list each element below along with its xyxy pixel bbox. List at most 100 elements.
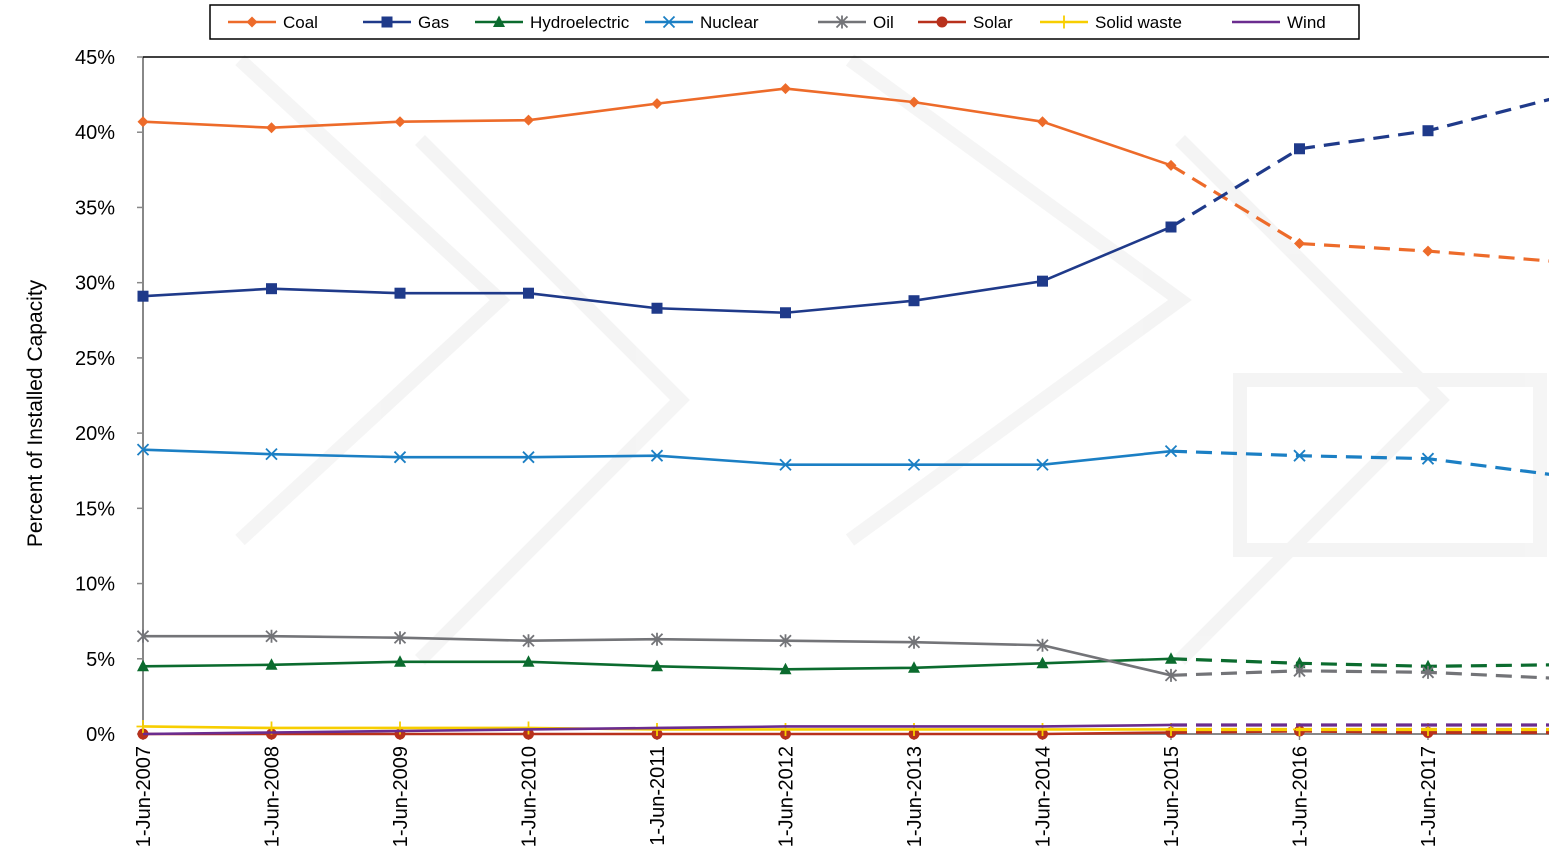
- data-point-coal: [1165, 159, 1177, 171]
- data-point-nuclear: [907, 458, 921, 471]
- axes: 0% 5% 10% 15% 20% 25% 30% 35% 40% 45% 1-Jun-2007 1-…: [24, 47, 1549, 847]
- y-tick-label: 40%: [75, 122, 115, 144]
- data-point-gas: [651, 302, 663, 314]
- x-tick-label: 1-Jun-2013: [904, 746, 926, 847]
- legend: Coal Gas Hydroelectric Nuclear Oil Solar Solid…: [209, 4, 1360, 40]
- data-point-oil: [907, 635, 921, 649]
- series-line-oil-projected: [1170, 669, 1549, 680]
- data-point-coal: [1037, 116, 1048, 128]
- legend-item-hydroelectric: Hydroelectric: [475, 13, 630, 32]
- data-point-hydroelectric: [265, 658, 278, 670]
- series-line-nuclear-projected: [1170, 449, 1549, 476]
- y-tick-label: 0%: [86, 724, 115, 746]
- data-point-solid-waste: [650, 722, 664, 736]
- data-point-hydroelectric: [651, 659, 663, 672]
- data-point-hydroelectric: [1165, 652, 1177, 664]
- legend-label: Gas: [418, 13, 449, 32]
- series-line-gas-projected: [1170, 97, 1549, 229]
- x-tick-label: 1-Jun-2011: [647, 746, 669, 846]
- data-point-nuclear: [393, 451, 407, 464]
- y-tick-label: 15%: [75, 498, 115, 520]
- x-tick-label: 1-Jun-2007: [133, 746, 155, 847]
- data-point-coal: [1294, 238, 1305, 250]
- data-point-coal: [394, 116, 406, 128]
- data-point-hydroelectric: [908, 661, 920, 673]
- legend-marker: [1057, 15, 1071, 29]
- x-tick-label: 1-Jun-2012: [776, 746, 798, 847]
- data-point-oil: [1293, 664, 1306, 678]
- data-point-coal: [137, 116, 149, 128]
- x-tick-label: 1-Jun-2016: [1290, 746, 1312, 847]
- x-tick-label: 1-Jun-2010: [519, 746, 541, 847]
- series-solid-waste: [136, 719, 1549, 736]
- series-line-hydroelectric-projected: [1170, 657, 1549, 668]
- legend-marker: [936, 16, 948, 28]
- series-layer: [136, 83, 1549, 740]
- legend-label: Solar: [973, 13, 1013, 32]
- data-point-gas: [1294, 143, 1305, 155]
- data-point-coal: [266, 122, 277, 134]
- data-point-nuclear: [1293, 449, 1306, 462]
- legend-label: Hydroelectric: [530, 13, 630, 32]
- data-point-solid-waste: [393, 721, 407, 735]
- series-line-coal-projected: [1170, 163, 1549, 263]
- background-watermark: [235, 54, 1547, 665]
- data-point-gas: [394, 287, 406, 299]
- y-tick-label: 30%: [75, 273, 115, 295]
- data-point-coal: [523, 114, 534, 126]
- data-point-solid-waste: [136, 719, 150, 733]
- legend-item-nuclear: Nuclear: [645, 13, 759, 32]
- data-point-coal: [651, 98, 663, 110]
- data-point-coal: [780, 83, 791, 95]
- data-point-gas: [523, 287, 534, 299]
- data-point-oil: [1421, 665, 1435, 679]
- data-point-nuclear: [650, 449, 664, 462]
- data-point-oil: [650, 632, 664, 646]
- data-point-hydroelectric: [1036, 656, 1049, 669]
- data-point-solid-waste: [522, 721, 535, 735]
- legend-item-solar: Solar: [918, 13, 1013, 32]
- legend-marker: [835, 15, 849, 29]
- series-line-solar-projected: [1170, 729, 1549, 735]
- data-point-oil: [522, 634, 535, 648]
- legend-marker: [493, 15, 505, 27]
- legend-item-coal: Coal: [228, 13, 318, 32]
- legend-label: Solid waste: [1095, 13, 1182, 32]
- y-tick-label: 25%: [75, 348, 115, 370]
- data-point-gas: [1165, 221, 1177, 233]
- data-point-gas: [1037, 275, 1048, 287]
- y-axis-title: Percent of Installed Capacity: [24, 279, 47, 547]
- data-point-hydroelectric: [779, 662, 792, 675]
- y-tick-label: 10%: [75, 574, 115, 596]
- data-point-oil: [265, 629, 278, 643]
- legend-label: Wind: [1287, 13, 1326, 32]
- series-coal: [137, 83, 1549, 263]
- data-point-nuclear: [522, 451, 535, 464]
- data-point-coal: [908, 96, 920, 108]
- data-point-hydroelectric: [394, 655, 406, 667]
- data-point-gas: [266, 283, 277, 295]
- data-point-gas: [908, 295, 920, 307]
- y-tick-label: 35%: [75, 197, 115, 219]
- legend-item-wind: Wind: [1232, 13, 1326, 32]
- data-point-nuclear: [1036, 458, 1049, 471]
- data-point-nuclear: [1164, 445, 1178, 458]
- data-point-oil: [393, 631, 407, 645]
- legend-label: Nuclear: [700, 13, 759, 32]
- y-tick-label: 5%: [86, 649, 115, 671]
- legend-item-solid-waste: Solid waste: [1040, 13, 1182, 32]
- x-tick-label: 1-Jun-2015: [1161, 746, 1183, 847]
- legend-label: Coal: [283, 13, 318, 32]
- series-wind: [142, 723, 1549, 736]
- data-point-nuclear: [136, 443, 150, 456]
- data-point-nuclear: [265, 448, 278, 461]
- x-tick-label: 1-Jun-2014: [1033, 746, 1055, 847]
- data-point-nuclear: [1421, 452, 1435, 465]
- data-point-hydroelectric: [137, 659, 149, 672]
- data-point-nuclear: [779, 458, 792, 471]
- data-point-gas: [137, 290, 149, 302]
- data-point-solid-waste: [779, 722, 792, 736]
- data-point-coal: [1422, 245, 1434, 257]
- legend-item-gas: Gas: [363, 13, 449, 32]
